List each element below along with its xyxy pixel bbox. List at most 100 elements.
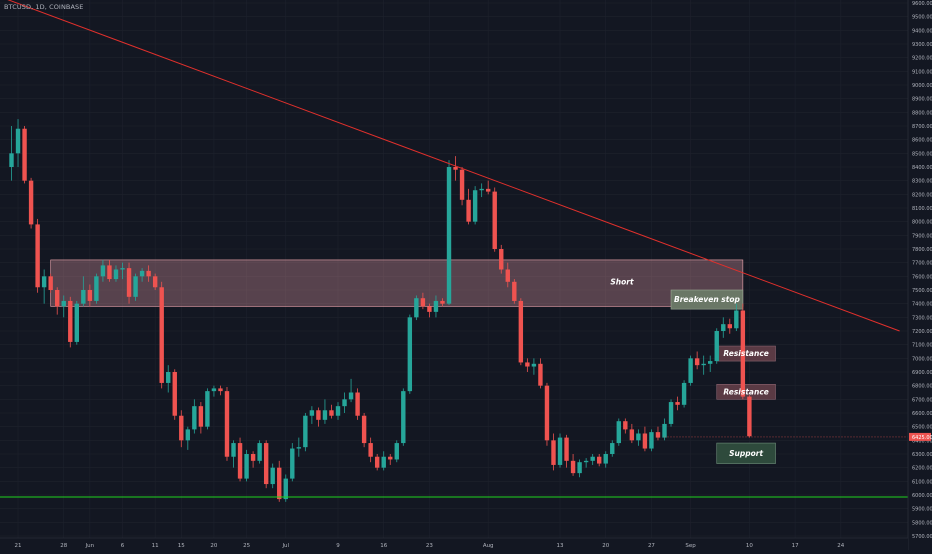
candle-body	[414, 298, 419, 318]
candle-body	[583, 460, 589, 463]
candle-body	[734, 310, 739, 329]
candle	[472, 186, 478, 225]
candle-body	[270, 467, 275, 485]
candle-body	[303, 415, 308, 448]
price-tick-label: 8000.00	[912, 220, 932, 226]
price-tick-label: 5900.00	[912, 507, 932, 513]
candle-body	[192, 406, 197, 430]
candle	[655, 426, 661, 441]
candle-body	[525, 362, 530, 367]
zone-short	[50, 259, 744, 307]
candle-body	[433, 300, 439, 312]
candle-body	[9, 153, 14, 167]
time-axis-bg	[0, 538, 908, 550]
last-price-label: 6425.00	[912, 435, 932, 441]
time-tick-label: 28	[60, 543, 67, 549]
candle-body	[518, 300, 524, 363]
time-tick-label: Aug	[483, 543, 494, 549]
candle	[427, 303, 432, 318]
candle-body	[440, 300, 445, 304]
candle	[15, 119, 21, 167]
candle-body	[179, 415, 184, 441]
candle-body	[512, 281, 517, 301]
candle	[466, 188, 471, 225]
candle	[388, 454, 393, 465]
candle-body	[205, 391, 210, 427]
time-tick-label: Jun	[85, 543, 95, 549]
candle	[113, 265, 119, 282]
candle	[296, 437, 302, 457]
last-price-tag	[909, 432, 931, 441]
candle	[303, 413, 308, 452]
price-tick-label: 8700.00	[912, 124, 932, 130]
price-tick-label: 6500.00	[912, 425, 932, 431]
price-tick-label: 6700.00	[912, 397, 932, 403]
candle-body	[675, 402, 680, 405]
candle-body	[81, 290, 86, 304]
price-axis[interactable]: 5700.00 5800.00 5900.00 6000.00 6100.00 6200.…	[907, 0, 932, 550]
candle	[583, 458, 589, 468]
price-tick-label: 9000.00	[912, 83, 932, 89]
candle	[166, 365, 171, 393]
candle	[290, 443, 295, 482]
candle	[172, 369, 177, 420]
candle	[146, 265, 151, 282]
candle-body	[721, 324, 726, 331]
candle	[623, 418, 628, 434]
candle-body	[335, 406, 341, 416]
candle	[368, 437, 373, 463]
candle-body	[603, 454, 608, 464]
zone-support	[716, 442, 776, 464]
candle-body	[570, 460, 576, 474]
candle-body	[688, 358, 693, 383]
candle	[636, 429, 641, 446]
price-tick-label: 6400.00	[912, 438, 932, 444]
candle-body	[185, 429, 191, 441]
price-tick-label: 8600.00	[912, 138, 932, 144]
candle-body	[94, 276, 99, 301]
zone-label: Breakeven stop	[674, 295, 740, 304]
candle	[616, 418, 621, 446]
time-tick-label: 23	[426, 543, 433, 549]
candle-body	[472, 190, 478, 222]
annotation-zones	[50, 259, 776, 464]
candle	[531, 358, 537, 375]
candle	[55, 287, 60, 315]
price-tick-label: 6300.00	[912, 452, 932, 458]
price-tick-label: 5700.00	[912, 534, 932, 540]
price-tick-label: 7200.00	[912, 329, 932, 335]
zone-label: Support	[729, 449, 763, 458]
price-tick-label: 7400.00	[912, 302, 932, 308]
time-tick-label: 24	[837, 543, 844, 549]
candle-body	[668, 402, 674, 424]
candle-body	[374, 456, 380, 468]
time-axis[interactable]: 21 28 Jun 6 11 15 20 25 Jul 9 16 23 Aug Sep 13 20 27 10 17…	[0, 537, 908, 550]
candle-body	[740, 310, 746, 397]
candle	[100, 259, 106, 282]
candle-body	[211, 388, 217, 392]
candle-body	[655, 432, 661, 438]
candle	[525, 358, 530, 372]
candle	[597, 454, 602, 467]
candle	[381, 451, 386, 471]
price-tick-label: 9200.00	[912, 56, 932, 62]
candle	[453, 156, 458, 181]
candle	[668, 399, 674, 427]
candle	[551, 433, 556, 471]
candles	[9, 119, 752, 502]
candle	[433, 295, 439, 318]
candle-body	[590, 456, 595, 461]
zone-label: Short	[610, 277, 634, 286]
zone-label: Resistance	[723, 349, 769, 358]
candle-body	[446, 167, 452, 304]
candle-body	[368, 443, 373, 457]
candle-body	[283, 478, 288, 500]
candle	[518, 298, 524, 366]
candle-body	[564, 437, 569, 461]
candle	[81, 276, 86, 307]
candle	[329, 404, 334, 419]
candle	[231, 440, 236, 468]
candle-body	[107, 265, 112, 280]
